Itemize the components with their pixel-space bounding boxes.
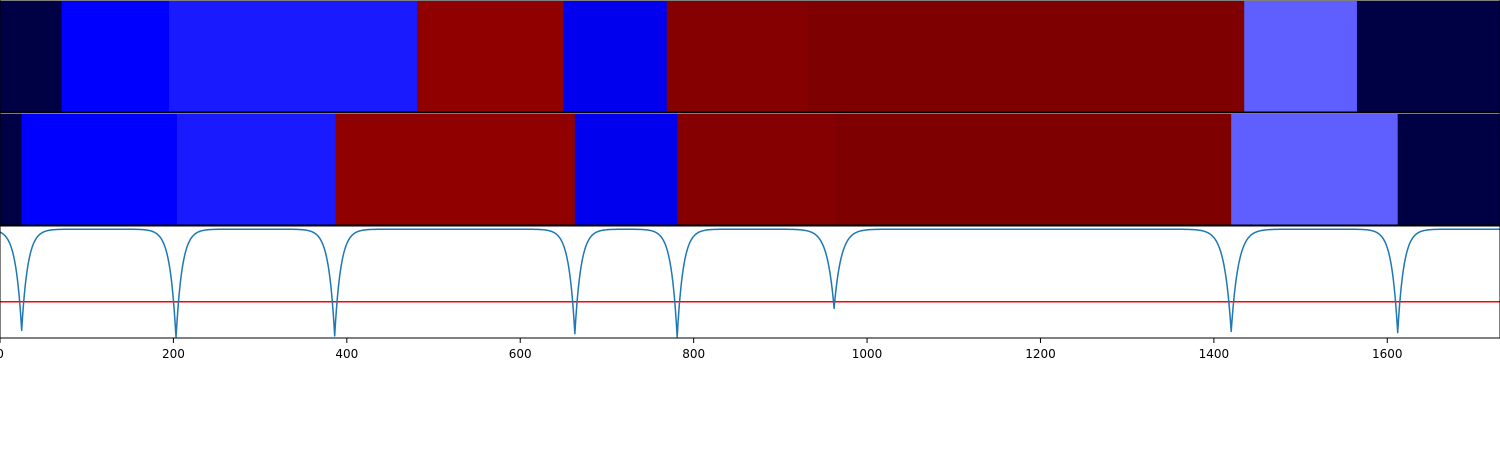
heatmap-row-1-segment-6	[666, 1, 809, 112]
x-tick-label-2: 400	[335, 347, 358, 361]
heatmap-row-2-segment-7	[835, 114, 1232, 225]
heatmap-row-2-frame	[0, 112, 1500, 226]
heatmap-row-1-segment-9	[1356, 1, 1500, 112]
heatmap-row-1	[0, 1, 1500, 112]
heatmap-row-1-segment-5	[563, 1, 668, 112]
heatmap-row-2-segment-6	[677, 114, 837, 225]
heatmap-row-1-segment-1	[0, 1, 63, 112]
heatmap-row-1-segment-7	[808, 1, 1245, 112]
signal-panel-frame	[0, 225, 1500, 339]
signal-panel	[0, 228, 1500, 338]
x-tick-label-1: 200	[162, 347, 185, 361]
heatmap-row-1-frame	[0, 0, 1500, 113]
x-axis: 0 200 400 600 800 1000 1200 1400 1600	[0, 338, 1403, 361]
heatmap-row-2-segment-4	[335, 114, 576, 225]
heatmap-row-2-segment-9	[1397, 114, 1500, 225]
heatmap-row-2-segment-2	[21, 114, 178, 225]
heatmap-row-2-segment-8	[1231, 114, 1399, 225]
heatmap-row-1-segment-3	[169, 1, 418, 112]
x-tick-label-4: 800	[682, 347, 705, 361]
heatmap-row-1-segment-2	[61, 1, 170, 112]
heatmap-row-2	[0, 114, 1500, 225]
x-tick-label-5: 1000	[852, 347, 883, 361]
x-tick-label-3: 600	[509, 347, 532, 361]
heatmap-row-2-segment-1	[0, 114, 23, 225]
x-tick-label-6: 1200	[1025, 347, 1056, 361]
signal-line	[0, 228, 1500, 338]
x-tick-label-8: 1600	[1372, 347, 1403, 361]
heatmap-row-1-segment-8	[1244, 1, 1358, 112]
heatmap-row-2-segment-3	[176, 114, 337, 225]
x-tick-label-7: 1400	[1199, 347, 1230, 361]
x-tick-label-0: 0	[0, 347, 4, 361]
heatmap-row-1-segment-4	[417, 1, 565, 112]
heatmap-row-2-segment-5	[574, 114, 678, 225]
